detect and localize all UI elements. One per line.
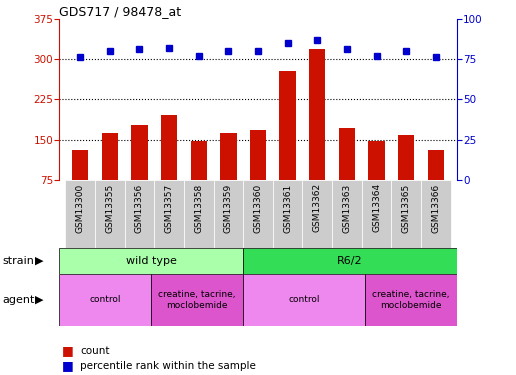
Text: count: count [80,346,109,355]
Bar [332,180,362,248]
Bar [398,135,414,180]
Text: ▶: ▶ [35,256,43,266]
Text: GSM13361: GSM13361 [283,183,292,232]
Bar [428,150,444,180]
Bar [95,180,124,248]
Bar [365,274,457,326]
Text: creatine, tacrine,
moclobemide: creatine, tacrine, moclobemide [158,290,236,310]
Text: GSM13355: GSM13355 [105,183,114,232]
Bar [273,180,302,248]
Text: GSM13365: GSM13365 [402,183,411,232]
Bar [280,71,296,180]
Bar [184,180,214,248]
Bar [362,180,392,248]
Text: ■: ■ [62,359,74,372]
Bar [243,274,365,326]
Text: percentile rank within the sample: percentile rank within the sample [80,361,256,370]
Text: agent: agent [3,295,35,305]
Text: wild type: wild type [125,256,176,266]
Bar [392,180,421,248]
Bar [214,180,243,248]
Bar [72,150,88,180]
Bar [161,116,177,180]
Text: GSM13364: GSM13364 [372,183,381,232]
Text: GSM13356: GSM13356 [135,183,144,232]
Text: control: control [89,296,121,304]
Bar [151,274,243,326]
Bar [243,180,273,248]
Text: GSM13362: GSM13362 [313,183,322,232]
Text: GSM13366: GSM13366 [431,183,440,232]
Bar [220,133,236,180]
Bar [243,248,457,274]
Text: strain: strain [3,256,35,266]
Bar [339,128,355,180]
Text: ▶: ▶ [35,295,43,305]
Bar [59,274,151,326]
Bar [421,180,451,248]
Text: GSM13360: GSM13360 [253,183,263,232]
Text: GSM13357: GSM13357 [165,183,173,232]
Bar [302,180,332,248]
Bar [59,248,243,274]
Text: GDS717 / 98478_at: GDS717 / 98478_at [59,4,182,18]
Bar [131,124,148,180]
Bar [124,180,154,248]
Text: R6/2: R6/2 [337,256,363,266]
Text: creatine, tacrine,
moclobemide: creatine, tacrine, moclobemide [372,290,449,310]
Text: ■: ■ [62,344,74,357]
Bar [368,141,385,180]
Bar [309,50,326,180]
Text: GSM13358: GSM13358 [194,183,203,232]
Bar [154,180,184,248]
Bar [190,141,207,180]
Text: GSM13363: GSM13363 [343,183,351,232]
Text: GSM13300: GSM13300 [76,183,85,232]
Bar [65,180,95,248]
Bar [102,133,118,180]
Bar [250,130,266,180]
Text: GSM13359: GSM13359 [224,183,233,232]
Text: control: control [288,296,319,304]
